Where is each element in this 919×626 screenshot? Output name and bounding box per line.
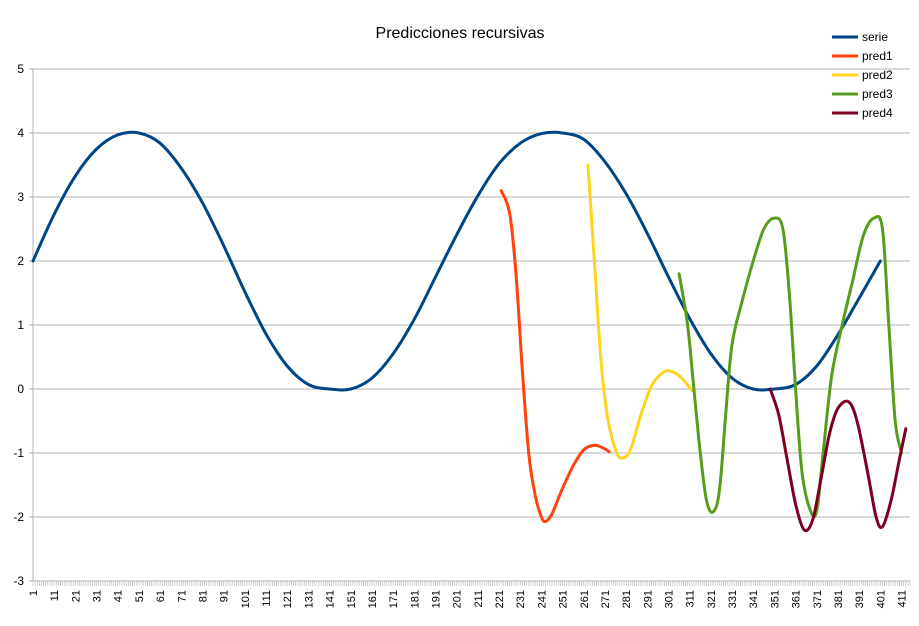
x-tick-label: 311 [685,590,697,608]
x-tick-label: 301 [664,590,676,608]
x-tick-label: 201 [452,590,464,608]
legend-label-serie: serie [862,30,888,44]
x-tick-label: 221 [494,590,506,608]
x-tick-label: 1 [28,590,40,596]
x-tick-label: 261 [579,590,591,608]
y-axis-ticks: -3 -2 -1 0 1 2 3 4 5 [13,62,33,588]
x-tick-label: 331 [727,590,739,608]
series-line-pred4 [768,387,908,533]
x-tick-label: 391 [854,590,866,608]
x-tick-label: 111 [261,590,273,607]
x-tick-label: 211 [473,590,485,608]
legend-label-pred1: pred1 [862,49,893,63]
x-tick-label: 401 [875,590,887,608]
x-tick-label: 191 [430,590,442,608]
x-tick-label: 121 [282,590,294,608]
y-tick-label: 0 [17,382,24,396]
x-tick-label: 141 [325,590,337,608]
x-axis-ticks: 1 11 21 31 41 51 61 71 81 91 101 111 121 131 141 151 161… [28,580,911,608]
series-line-pred2 [586,163,694,460]
x-tick-label: 371 [812,590,824,608]
x-tick-label: 361 [791,590,803,608]
x-tick-label: 271 [600,590,612,608]
grid [32,68,910,582]
y-tick-label: 5 [17,62,24,76]
x-tick-label: 161 [367,590,379,608]
x-tick-label: 11 [49,590,61,601]
y-tick-label: 2 [17,254,24,268]
legend: serie pred1 pred2 pred3 pred4 [832,30,893,120]
legend-label-pred4: pred4 [862,106,893,120]
legend-label-pred2: pred2 [862,68,893,82]
series-line-pred1 [499,189,611,524]
x-tick-label: 21 [70,590,82,602]
y-tick-label: -3 [13,574,24,588]
x-tick-label: 91 [219,590,231,602]
x-tick-label: 291 [642,590,654,608]
x-tick-label: 41 [113,590,125,602]
x-tick-label: 231 [515,590,527,608]
x-tick-label: 321 [706,590,718,608]
x-tick-label: 241 [536,590,548,608]
x-tick-label: 131 [303,590,315,608]
chart-title: Predicciones recursivas [376,25,545,42]
y-tick-label: -2 [13,510,24,524]
y-tick-label: 1 [17,318,24,332]
x-tick-label: 381 [833,590,845,608]
x-tick-label: 71 [176,590,188,602]
x-tick-label: 251 [558,590,570,608]
x-tick-label: 281 [621,590,633,608]
x-tick-label: 341 [748,590,760,608]
y-tick-label: 4 [17,126,24,140]
y-tick-label: -1 [13,446,24,460]
x-tick-label: 51 [134,590,146,602]
x-tick-label: 31 [92,590,104,602]
series-line-serie [31,130,882,392]
x-tick-label: 151 [346,590,358,608]
x-tick-label: 351 [769,590,781,608]
x-tick-label: 171 [388,590,400,608]
series-line-pred3 [677,214,903,519]
y-tick-label: 3 [17,190,24,204]
x-tick-label: 101 [240,590,252,608]
x-tick-label: 61 [155,590,167,602]
series-lines [31,130,908,533]
x-tick-label: 81 [197,590,209,602]
legend-label-pred3: pred3 [862,87,893,101]
x-tick-label: 181 [409,590,421,608]
x-tick-label: 411 [897,590,909,608]
